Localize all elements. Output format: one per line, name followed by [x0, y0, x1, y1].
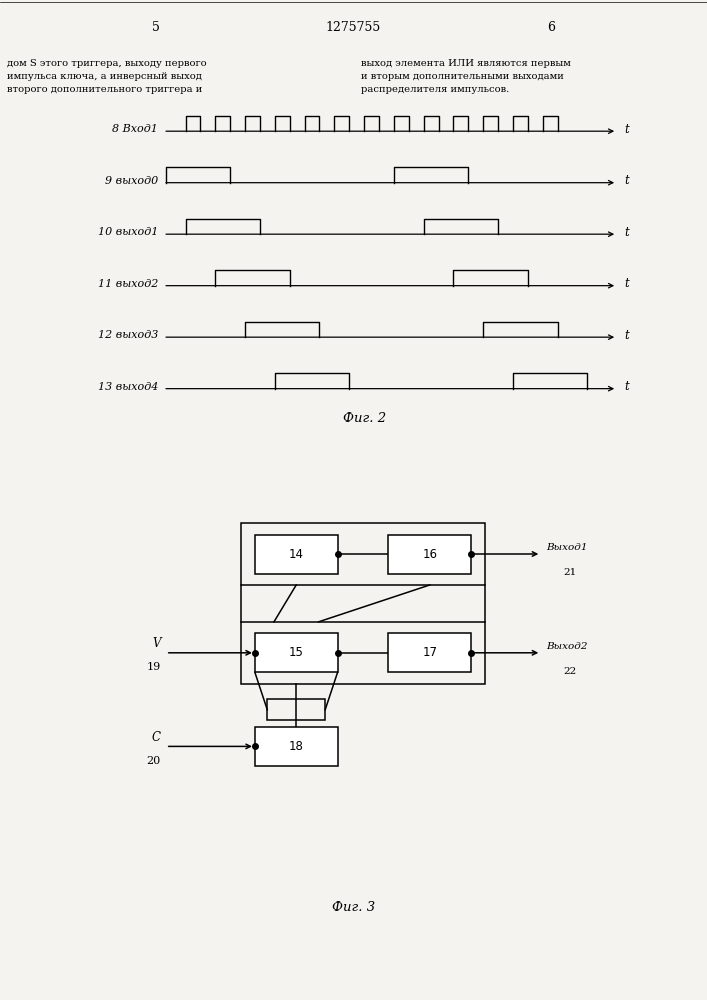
Bar	[389, 534, 472, 574]
Text: 1275755: 1275755	[326, 21, 381, 34]
Text: 13 выход4: 13 выход4	[98, 382, 158, 392]
Text: 18: 18	[288, 740, 304, 753]
Text: 8 Вход1: 8 Вход1	[112, 124, 158, 134]
Text: t: t	[624, 329, 629, 342]
Bar	[267, 699, 325, 720]
Text: 10 выход1: 10 выход1	[98, 227, 158, 237]
Text: t: t	[624, 277, 629, 290]
Text: 22: 22	[563, 666, 577, 676]
Bar	[255, 633, 338, 672]
Bar	[389, 633, 472, 672]
Bar	[241, 622, 485, 684]
Text: 19: 19	[146, 662, 160, 672]
Text: t: t	[624, 123, 629, 136]
Text: Фиг. 2: Фиг. 2	[343, 412, 385, 425]
Text: 16: 16	[422, 548, 438, 560]
Text: 17: 17	[422, 646, 438, 659]
Text: Фиг. 3: Фиг. 3	[332, 901, 375, 914]
Text: 20: 20	[146, 756, 160, 766]
Text: дом S этого триггера, выходу первого
импульса ключа, а инверсный выход
второго д: дом S этого триггера, выходу первого имп…	[7, 60, 206, 94]
Bar	[241, 523, 485, 585]
Text: C: C	[152, 731, 160, 744]
Bar	[255, 727, 338, 766]
Text: t: t	[624, 226, 629, 239]
Text: Выход1: Выход1	[547, 543, 588, 552]
Text: V: V	[152, 637, 160, 650]
Text: 9 выход0: 9 выход0	[105, 176, 158, 186]
Text: Выход2: Выход2	[547, 642, 588, 651]
Text: t: t	[624, 380, 629, 393]
Text: 12 выход3: 12 выход3	[98, 330, 158, 340]
Text: 6: 6	[547, 21, 556, 34]
Text: выход элемента ИЛИ являются первым
и вторым дополнительными выходами
распределит: выход элемента ИЛИ являются первым и вто…	[361, 60, 571, 94]
Text: 14: 14	[288, 548, 304, 560]
Text: t: t	[624, 174, 629, 187]
Text: 5: 5	[151, 21, 160, 34]
Bar	[255, 534, 338, 574]
Text: 15: 15	[288, 646, 304, 659]
Text: 21: 21	[563, 568, 577, 577]
Text: 11 выход2: 11 выход2	[98, 279, 158, 289]
